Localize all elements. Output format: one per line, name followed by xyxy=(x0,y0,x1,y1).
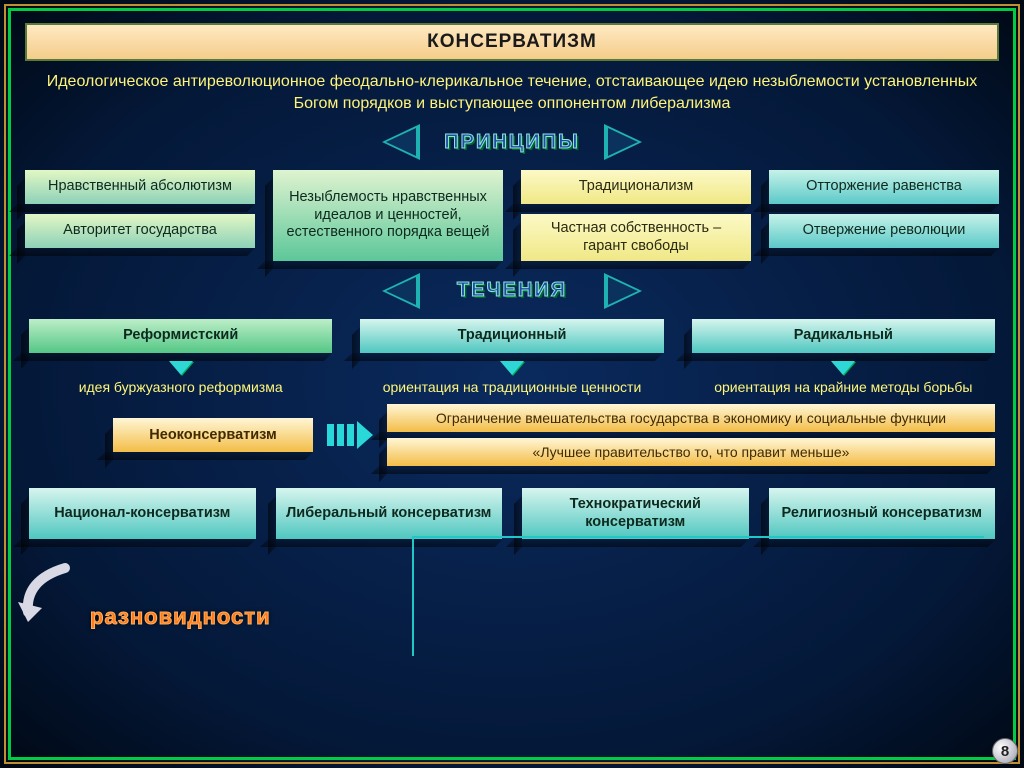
arrow-down-icon xyxy=(500,361,524,375)
principle-box: Частная собственность – гарант свободы xyxy=(521,214,751,261)
trends-row: Реформистский Традиционный Радикальный xyxy=(29,319,995,353)
varieties-row: Национал-консерватизм Либеральный консер… xyxy=(29,488,995,539)
principle-box: Отвержение революции xyxy=(769,214,999,248)
neoconservatism-row: Неоконсерватизм Ограничение вмешательств… xyxy=(29,404,995,466)
trend-desc: ориентация на традиционные ценности xyxy=(360,379,663,397)
trends-header: ТЕЧЕНИЯ xyxy=(25,271,999,311)
principle-box: Нравственный абсолютизм xyxy=(25,170,255,204)
trend-box: Радикальный xyxy=(692,319,995,353)
trends-label: ТЕЧЕНИЯ xyxy=(457,279,567,302)
trend-box: Традиционный xyxy=(360,319,663,353)
neo-text: Ограничение вмешательства государства в … xyxy=(387,404,995,432)
trend-box: Реформистский xyxy=(29,319,332,353)
arrow-right-icon xyxy=(327,421,373,449)
title-bar: КОНСЕРВАТИЗМ xyxy=(25,23,999,61)
neoconservatism-box: Неоконсерватизм xyxy=(113,418,313,452)
principle-center: Незыблемость нравственных идеалов и ценн… xyxy=(273,170,503,261)
principle-box: Традиционализм xyxy=(521,170,751,204)
principles-label: ПРИНЦИПЫ xyxy=(444,131,579,154)
variety-box: Религиозный консерватизм xyxy=(769,488,996,539)
variety-box: Либеральный консерватизм xyxy=(276,488,503,539)
slide-frame: КОНСЕРВАТИЗМ Идеологическое антиреволюци… xyxy=(8,8,1016,760)
neo-text: «Лучшее правительство то, что правит мен… xyxy=(387,438,995,466)
principles-header: ПРИНЦИПЫ xyxy=(25,122,999,162)
trend-desc: ориентация на крайние методы борьбы xyxy=(692,379,995,397)
varieties-label: разновидности xyxy=(90,604,271,630)
trend-descriptions: идея буржуазного реформизма ориентация н… xyxy=(29,355,995,397)
principle-box: Отторжение равенства xyxy=(769,170,999,204)
arrow-down-icon xyxy=(831,361,855,375)
variety-box: Технократический консерватизм xyxy=(522,488,749,539)
subtitle: Идеологическое антиреволюционное феодаль… xyxy=(25,71,999,114)
trend-desc: идея буржуазного реформизма xyxy=(29,379,332,397)
variety-box: Национал-консерватизм xyxy=(29,488,256,539)
principles-row: Нравственный абсолютизм Авторитет госуда… xyxy=(25,170,999,261)
principle-box: Авторитет государства xyxy=(25,214,255,248)
arrow-down-icon xyxy=(169,361,193,375)
page-number: 8 xyxy=(992,738,1018,764)
